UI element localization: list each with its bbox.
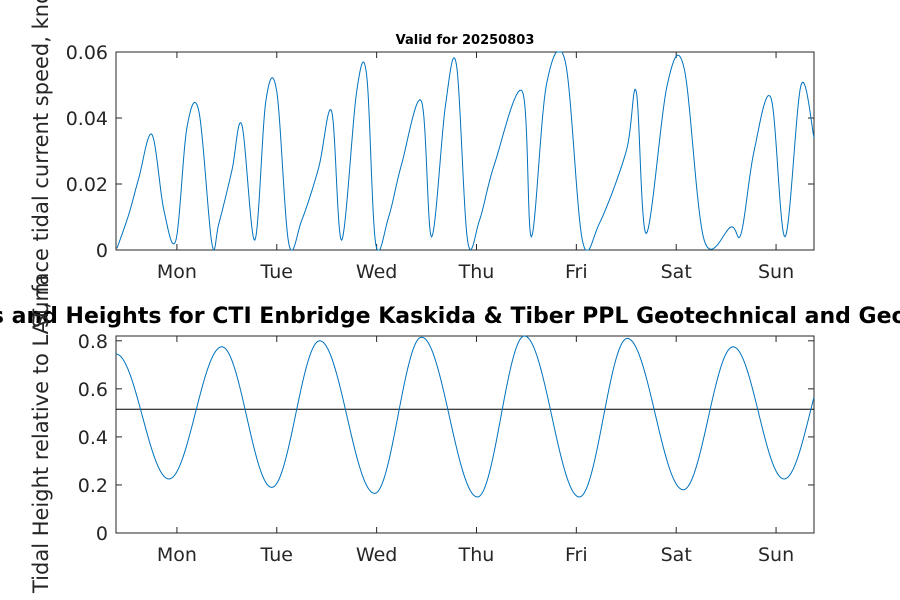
tidal-height-ytick-label: 0.2 xyxy=(78,475,108,497)
current-speed-xtick-label: Fri xyxy=(565,261,588,283)
current-speed-xtick-label: Mon xyxy=(157,261,197,283)
current-speed-panel: 0 0.02 0.04 0.06 Mon Tue Wed Thu Fri Sat Sun xyxy=(66,42,815,283)
current-speed-ytick-label: 0.02 xyxy=(66,174,108,196)
current-speed-xtick-label: Sun xyxy=(758,261,794,283)
tidal-height-plot-frame xyxy=(115,335,815,534)
tidal-height-xtick-label: Mon xyxy=(157,544,197,566)
tidal-height-ytick-label: 0 xyxy=(96,523,108,545)
current-speed-xtick-label: Wed xyxy=(356,261,397,283)
tidal-height-ytick-label: 0.8 xyxy=(78,331,108,353)
tidal-height-series-line xyxy=(115,335,815,498)
current-speed-series-line xyxy=(116,51,815,251)
tidal-height-xtick-label: Wed xyxy=(356,544,397,566)
tidal-height-ytick-label: 0.4 xyxy=(78,427,108,449)
figure-main-title: Tidal Currents and Heights for CTI Enbri… xyxy=(0,304,900,329)
current-speed-ytick-label: 0 xyxy=(96,240,108,262)
tidal-height-ytick-label: 0.6 xyxy=(78,379,108,401)
tidal-height-ylabel: Tidal Height relative to LAT, m xyxy=(29,275,53,594)
current-speed-ytick-label: 0.04 xyxy=(66,108,108,130)
current-speed-xtick-label: Thu xyxy=(458,261,495,283)
tidal-height-xtick-label: Fri xyxy=(565,544,588,566)
tidal-height-xtick-label: Sat xyxy=(661,544,692,566)
valid-date-title: Valid for 20250803 xyxy=(396,33,535,48)
tidal-height-xtick-label: Tue xyxy=(260,544,293,566)
current-speed-plot-frame xyxy=(115,51,815,251)
current-speed-xtick-label: Tue xyxy=(260,261,293,283)
current-speed-ytick-label: 0.06 xyxy=(66,42,108,64)
current-speed-ylabel: Surface tidal current speed, knots xyxy=(29,0,53,328)
tidal-height-xtick-label: Thu xyxy=(458,544,495,566)
current-speed-xtick-label: Sat xyxy=(661,261,692,283)
tidal-height-panel: 0 0.2 0.4 0.6 0.8 Mon Tue Wed Thu Fri Sat Sun xyxy=(78,331,815,566)
tidal-height-ticks: 0 0.2 0.4 0.6 0.8 Mon Tue Wed Thu Fri Sat Sun xyxy=(78,331,814,566)
tidal-height-xtick-label: Sun xyxy=(758,544,794,566)
current-speed-ticks: 0 0.02 0.04 0.06 Mon Tue Wed Thu Fri Sat Sun xyxy=(66,42,814,283)
